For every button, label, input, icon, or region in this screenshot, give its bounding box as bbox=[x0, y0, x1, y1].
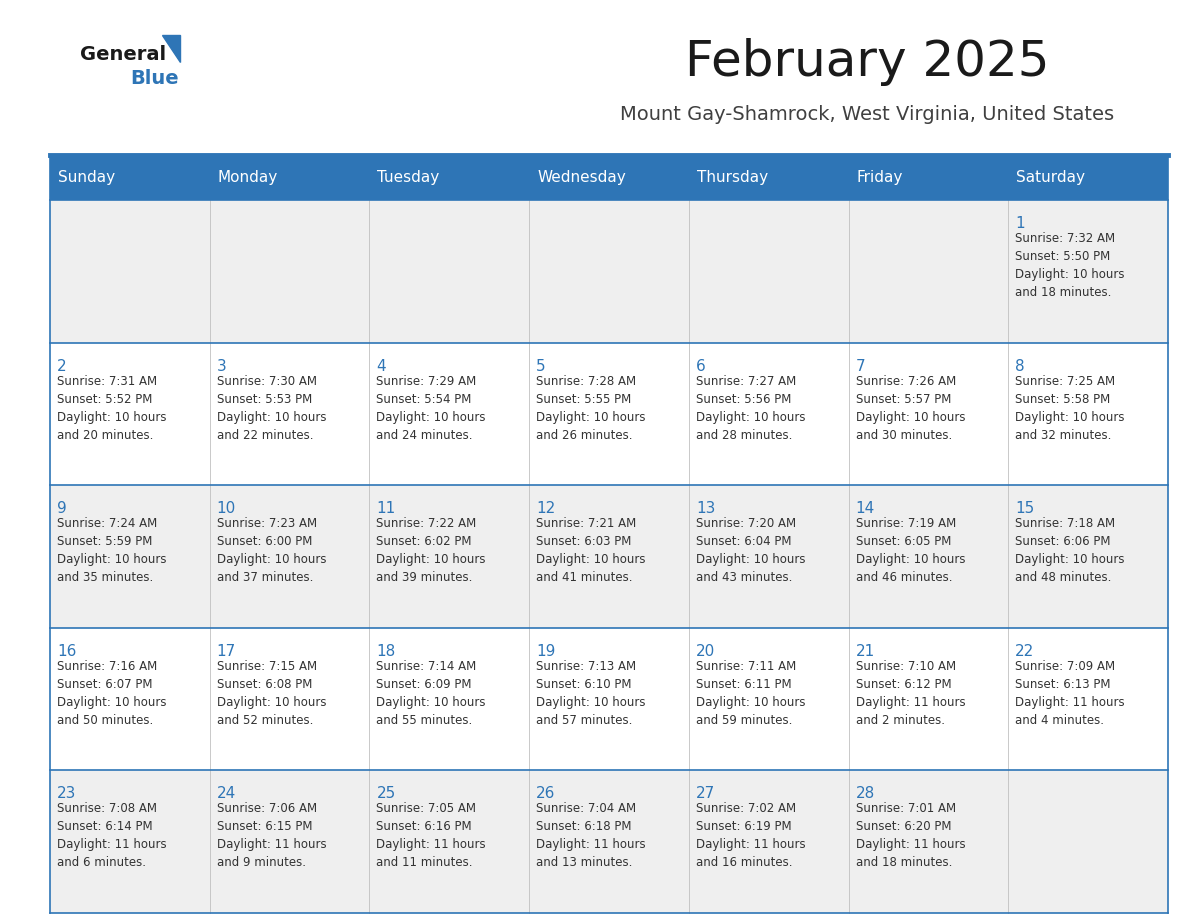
Text: 10: 10 bbox=[216, 501, 236, 516]
Text: Sunrise: 7:04 AM
Sunset: 6:18 PM
Daylight: 11 hours
and 13 minutes.: Sunrise: 7:04 AM Sunset: 6:18 PM Dayligh… bbox=[536, 802, 646, 869]
Text: 20: 20 bbox=[696, 644, 715, 659]
Text: 22: 22 bbox=[1016, 644, 1035, 659]
Text: 12: 12 bbox=[536, 501, 556, 516]
Text: 14: 14 bbox=[855, 501, 874, 516]
Text: Sunrise: 7:19 AM
Sunset: 6:05 PM
Daylight: 10 hours
and 46 minutes.: Sunrise: 7:19 AM Sunset: 6:05 PM Dayligh… bbox=[855, 517, 965, 584]
Text: 13: 13 bbox=[696, 501, 715, 516]
Bar bbox=[50, 155, 1168, 200]
Text: Tuesday: Tuesday bbox=[378, 170, 440, 185]
Text: Monday: Monday bbox=[217, 170, 278, 185]
Text: 28: 28 bbox=[855, 787, 874, 801]
Text: 19: 19 bbox=[536, 644, 556, 659]
Polygon shape bbox=[162, 35, 181, 62]
Text: Sunrise: 7:18 AM
Sunset: 6:06 PM
Daylight: 10 hours
and 48 minutes.: Sunrise: 7:18 AM Sunset: 6:06 PM Dayligh… bbox=[1016, 517, 1125, 584]
Text: 25: 25 bbox=[377, 787, 396, 801]
Text: Sunrise: 7:15 AM
Sunset: 6:08 PM
Daylight: 10 hours
and 52 minutes.: Sunrise: 7:15 AM Sunset: 6:08 PM Dayligh… bbox=[216, 660, 327, 727]
Text: Sunrise: 7:29 AM
Sunset: 5:54 PM
Daylight: 10 hours
and 24 minutes.: Sunrise: 7:29 AM Sunset: 5:54 PM Dayligh… bbox=[377, 375, 486, 442]
Text: Mount Gay-Shamrock, West Virginia, United States: Mount Gay-Shamrock, West Virginia, Unite… bbox=[620, 106, 1114, 125]
Text: Sunrise: 7:13 AM
Sunset: 6:10 PM
Daylight: 10 hours
and 57 minutes.: Sunrise: 7:13 AM Sunset: 6:10 PM Dayligh… bbox=[536, 660, 645, 727]
Text: Sunrise: 7:25 AM
Sunset: 5:58 PM
Daylight: 10 hours
and 32 minutes.: Sunrise: 7:25 AM Sunset: 5:58 PM Dayligh… bbox=[1016, 375, 1125, 442]
Bar bbox=[50, 486, 1168, 628]
Text: 11: 11 bbox=[377, 501, 396, 516]
Text: General: General bbox=[80, 46, 166, 64]
Bar bbox=[50, 628, 1168, 770]
Text: Sunrise: 7:05 AM
Sunset: 6:16 PM
Daylight: 11 hours
and 11 minutes.: Sunrise: 7:05 AM Sunset: 6:16 PM Dayligh… bbox=[377, 802, 486, 869]
Text: Sunrise: 7:01 AM
Sunset: 6:20 PM
Daylight: 11 hours
and 18 minutes.: Sunrise: 7:01 AM Sunset: 6:20 PM Dayligh… bbox=[855, 802, 965, 869]
Text: Sunrise: 7:32 AM
Sunset: 5:50 PM
Daylight: 10 hours
and 18 minutes.: Sunrise: 7:32 AM Sunset: 5:50 PM Dayligh… bbox=[1016, 232, 1125, 299]
Bar bbox=[50, 770, 1168, 913]
Text: 26: 26 bbox=[536, 787, 556, 801]
Text: 5: 5 bbox=[536, 359, 545, 374]
Text: Saturday: Saturday bbox=[1016, 170, 1086, 185]
Text: Sunrise: 7:28 AM
Sunset: 5:55 PM
Daylight: 10 hours
and 26 minutes.: Sunrise: 7:28 AM Sunset: 5:55 PM Dayligh… bbox=[536, 375, 645, 442]
Text: 18: 18 bbox=[377, 644, 396, 659]
Text: Sunrise: 7:08 AM
Sunset: 6:14 PM
Daylight: 11 hours
and 6 minutes.: Sunrise: 7:08 AM Sunset: 6:14 PM Dayligh… bbox=[57, 802, 166, 869]
Text: Sunrise: 7:20 AM
Sunset: 6:04 PM
Daylight: 10 hours
and 43 minutes.: Sunrise: 7:20 AM Sunset: 6:04 PM Dayligh… bbox=[696, 517, 805, 584]
Text: 16: 16 bbox=[57, 644, 76, 659]
Text: Sunrise: 7:11 AM
Sunset: 6:11 PM
Daylight: 10 hours
and 59 minutes.: Sunrise: 7:11 AM Sunset: 6:11 PM Dayligh… bbox=[696, 660, 805, 727]
Text: Sunday: Sunday bbox=[58, 170, 115, 185]
Text: 1: 1 bbox=[1016, 216, 1025, 231]
Text: 23: 23 bbox=[57, 787, 76, 801]
Text: Sunrise: 7:16 AM
Sunset: 6:07 PM
Daylight: 10 hours
and 50 minutes.: Sunrise: 7:16 AM Sunset: 6:07 PM Dayligh… bbox=[57, 660, 166, 727]
Text: Sunrise: 7:31 AM
Sunset: 5:52 PM
Daylight: 10 hours
and 20 minutes.: Sunrise: 7:31 AM Sunset: 5:52 PM Dayligh… bbox=[57, 375, 166, 442]
Text: Thursday: Thursday bbox=[697, 170, 767, 185]
Text: Sunrise: 7:27 AM
Sunset: 5:56 PM
Daylight: 10 hours
and 28 minutes.: Sunrise: 7:27 AM Sunset: 5:56 PM Dayligh… bbox=[696, 375, 805, 442]
Bar bbox=[50, 200, 1168, 342]
Text: Sunrise: 7:09 AM
Sunset: 6:13 PM
Daylight: 11 hours
and 4 minutes.: Sunrise: 7:09 AM Sunset: 6:13 PM Dayligh… bbox=[1016, 660, 1125, 727]
Bar bbox=[50, 342, 1168, 486]
Text: 27: 27 bbox=[696, 787, 715, 801]
Text: Sunrise: 7:02 AM
Sunset: 6:19 PM
Daylight: 11 hours
and 16 minutes.: Sunrise: 7:02 AM Sunset: 6:19 PM Dayligh… bbox=[696, 802, 805, 869]
Text: Sunrise: 7:24 AM
Sunset: 5:59 PM
Daylight: 10 hours
and 35 minutes.: Sunrise: 7:24 AM Sunset: 5:59 PM Dayligh… bbox=[57, 517, 166, 584]
Text: 6: 6 bbox=[696, 359, 706, 374]
Text: 8: 8 bbox=[1016, 359, 1025, 374]
Text: Wednesday: Wednesday bbox=[537, 170, 626, 185]
Text: 4: 4 bbox=[377, 359, 386, 374]
Text: February 2025: February 2025 bbox=[685, 38, 1049, 86]
Text: Sunrise: 7:26 AM
Sunset: 5:57 PM
Daylight: 10 hours
and 30 minutes.: Sunrise: 7:26 AM Sunset: 5:57 PM Dayligh… bbox=[855, 375, 965, 442]
Text: Sunrise: 7:22 AM
Sunset: 6:02 PM
Daylight: 10 hours
and 39 minutes.: Sunrise: 7:22 AM Sunset: 6:02 PM Dayligh… bbox=[377, 517, 486, 584]
Text: 24: 24 bbox=[216, 787, 236, 801]
Text: Sunrise: 7:21 AM
Sunset: 6:03 PM
Daylight: 10 hours
and 41 minutes.: Sunrise: 7:21 AM Sunset: 6:03 PM Dayligh… bbox=[536, 517, 645, 584]
Text: Sunrise: 7:10 AM
Sunset: 6:12 PM
Daylight: 11 hours
and 2 minutes.: Sunrise: 7:10 AM Sunset: 6:12 PM Dayligh… bbox=[855, 660, 965, 727]
Text: Sunrise: 7:23 AM
Sunset: 6:00 PM
Daylight: 10 hours
and 37 minutes.: Sunrise: 7:23 AM Sunset: 6:00 PM Dayligh… bbox=[216, 517, 327, 584]
Text: 17: 17 bbox=[216, 644, 236, 659]
Text: 15: 15 bbox=[1016, 501, 1035, 516]
Text: 7: 7 bbox=[855, 359, 865, 374]
Text: Sunrise: 7:14 AM
Sunset: 6:09 PM
Daylight: 10 hours
and 55 minutes.: Sunrise: 7:14 AM Sunset: 6:09 PM Dayligh… bbox=[377, 660, 486, 727]
Text: 3: 3 bbox=[216, 359, 227, 374]
Text: 2: 2 bbox=[57, 359, 67, 374]
Text: Friday: Friday bbox=[857, 170, 903, 185]
Text: Sunrise: 7:30 AM
Sunset: 5:53 PM
Daylight: 10 hours
and 22 minutes.: Sunrise: 7:30 AM Sunset: 5:53 PM Dayligh… bbox=[216, 375, 327, 442]
Text: Blue: Blue bbox=[129, 69, 178, 87]
Text: 21: 21 bbox=[855, 644, 874, 659]
Text: 9: 9 bbox=[57, 501, 67, 516]
Text: Sunrise: 7:06 AM
Sunset: 6:15 PM
Daylight: 11 hours
and 9 minutes.: Sunrise: 7:06 AM Sunset: 6:15 PM Dayligh… bbox=[216, 802, 327, 869]
